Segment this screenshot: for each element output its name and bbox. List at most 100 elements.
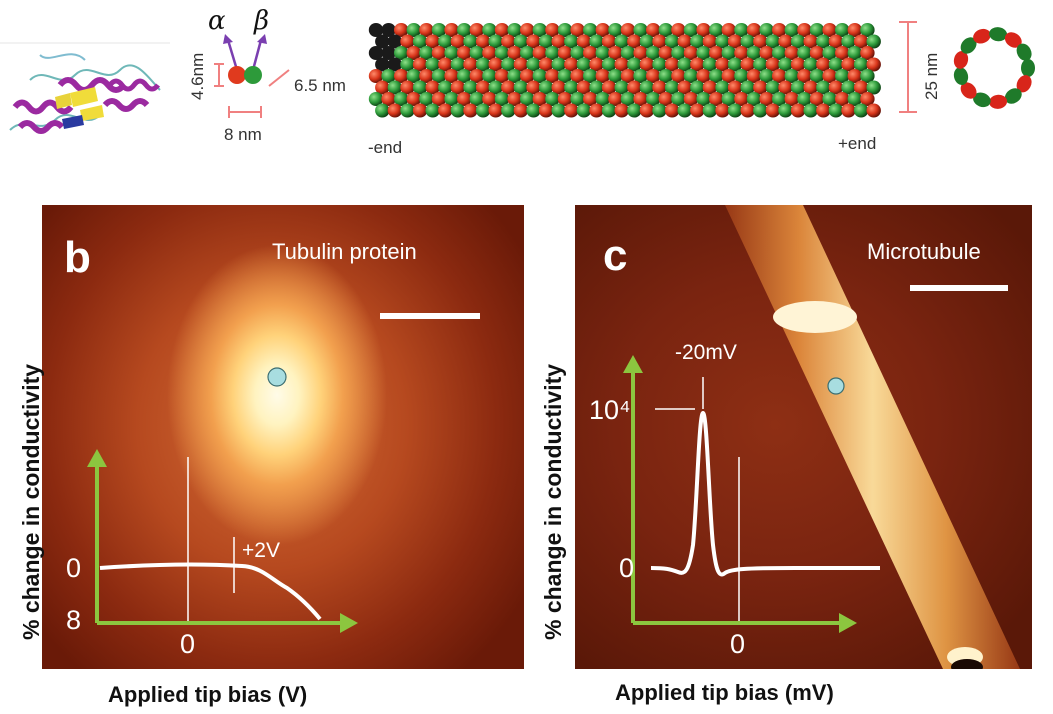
alpha-subunit [797,69,812,83]
beta-subunit [828,103,844,118]
ring-protofilament [960,82,977,99]
alpha-subunit [444,23,459,37]
beta-subunit [494,46,510,60]
alpha-subunit [866,57,881,72]
alpha-subunit [608,46,623,60]
alpha-subunit [690,103,705,118]
panel-b-x-tick-0: 0 [180,629,196,659]
microtubule-cross-section [953,27,1035,109]
ring-protofilament [1004,32,1022,48]
beta-subunit [488,80,503,95]
ring-protofilament [973,28,991,44]
beta-subunit [419,92,434,106]
panel-b-title: Tubulin protein [272,239,417,264]
alpha-subunit [601,80,617,95]
beta-label: β [254,6,270,36]
panel-c-afm-image: c Microtubule -20mV 10⁴ 0 0 [575,205,1032,669]
diameter-marker [899,21,917,113]
beta-subunit [469,46,484,60]
alpha-subunit [841,57,856,72]
beta-subunit [538,34,554,49]
alpha-subunit [772,69,787,83]
panel-b-afm-image: b Tubulin protein 0 8 0 +2V [42,205,524,669]
beta-subunit [601,57,617,72]
beta-subunit [759,23,774,37]
beta-subunit [671,46,686,60]
panel-b-y-label: % change in conductivity [18,363,44,640]
beta-subunit [469,92,484,106]
beta-subunit [746,92,762,106]
alpha-subunit [671,69,686,83]
beta-subunit [457,23,472,37]
alpha-subunit [394,23,409,37]
alpha-subunit [803,34,818,49]
alpha-subunit [482,92,497,106]
alpha-subunit [387,57,403,72]
beta-subunit [545,46,560,60]
alpha-subunit [740,57,755,72]
alpha-subunit [847,23,862,37]
alpha-subunit [400,34,415,49]
panel-b-scale-bar [380,313,480,319]
alpha-subunit [696,23,711,37]
beta-subunit [646,92,661,106]
alpha-subunit [520,69,535,83]
alpha-subunit [721,23,736,37]
alpha-subunit [853,80,869,95]
beta-subunit [633,23,648,37]
beta-subunit [557,23,573,37]
alpha-subunit [759,46,774,60]
alpha-subunit [683,92,699,106]
beta-subunit [658,23,673,37]
beta-subunit [538,80,554,95]
alpha-subunit [835,92,850,106]
beta-subunit [797,92,812,106]
alpha-subunit [860,92,875,106]
beta-subunit [721,92,736,106]
beta-subunit [790,80,806,95]
alpha-subunit [816,103,831,118]
ring-protofilament [1021,59,1035,77]
alpha-subunit [375,34,390,49]
beta-subunit [583,69,598,83]
beta-subunit [601,103,617,118]
beta-subunit [595,92,610,106]
alpha-subunit [450,34,466,49]
beta-subunit [368,92,384,106]
alpha-subunit [375,80,390,95]
alpha-subunit [702,34,718,49]
alpha-subunit [677,34,692,49]
beta-subunit [841,80,856,95]
beta-subunit [633,69,648,83]
alpha-subunit [614,57,629,72]
beta-subunit [614,80,629,95]
beta-subunit [394,46,409,60]
beta-subunit [803,57,818,72]
alpha-subunit [538,57,554,72]
beta-subunit [576,103,592,118]
beta-subunit [589,80,604,95]
alpha-subunit [381,92,396,106]
alpha-subunit [608,92,623,106]
alpha-subunit [450,80,466,95]
beta-subunit [765,34,781,49]
beta-subunit [746,46,762,60]
alpha-subunit [828,34,844,49]
alpha-subunit [545,69,560,83]
beta-subunit [526,103,541,118]
beta-subunit [431,23,447,37]
beta-subunit [740,80,755,95]
beta-subunit [835,69,850,83]
beta-subunit [784,23,799,37]
beta-subunit [368,46,384,60]
alpha-subunit [746,69,762,83]
alpha-subunit [715,57,730,72]
alpha-subunit [488,103,503,118]
beta-subunit [677,103,692,118]
beta-subunit [381,23,396,37]
beta-subunit [501,103,516,118]
minus-end-label: -end [368,138,403,157]
beta-subunit [520,46,535,60]
alpha-subunit [652,34,667,49]
alpha-subunit [866,103,881,118]
